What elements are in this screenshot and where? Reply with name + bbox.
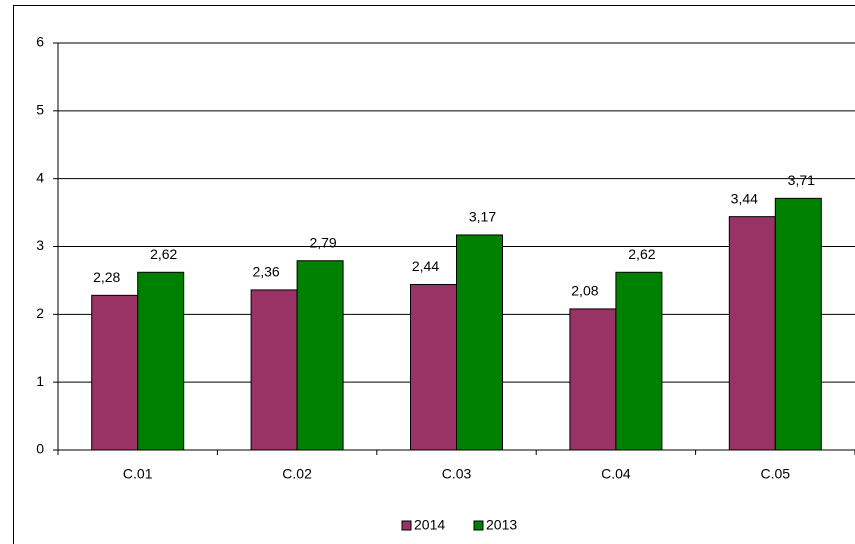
y-tick-label: 2 [36,305,44,321]
value-label: 2,36 [252,264,279,280]
value-label: 3,44 [731,190,758,206]
bar [456,234,503,451]
bar [296,260,344,451]
value-label: 2,08 [571,283,598,299]
x-tick-label: C.04 [601,466,631,482]
value-label: 2,28 [93,269,120,285]
bar [569,308,617,451]
value-label: 3,17 [469,209,496,225]
x-tick-label: C.05 [761,466,791,482]
x-tick-label: C.01 [123,466,153,482]
legend-swatch [473,520,484,531]
bar [91,294,139,451]
value-label: 2,62 [628,246,655,262]
bar [728,216,776,451]
y-tick-label: 6 [36,34,44,50]
y-tick-label: 3 [36,237,44,253]
y-tick-label: 0 [36,441,44,457]
legend-label: 2014 [414,517,445,533]
x-tick-label: C.03 [442,466,472,482]
y-tick-label: 4 [36,169,44,185]
bar [774,197,822,451]
value-label: 3,71 [788,172,815,188]
x-tick-label: C.02 [282,466,312,482]
value-label: 2,44 [412,258,439,274]
y-tick-label: 5 [36,102,44,118]
bar [615,271,663,451]
legend-swatch [401,520,412,531]
value-label: 2,62 [150,246,177,262]
bar [250,289,298,451]
bar [137,271,185,451]
value-label: 2,79 [309,234,336,250]
legend-label: 2013 [486,517,517,533]
y-tick-label: 1 [36,373,44,389]
bar [410,283,457,451]
